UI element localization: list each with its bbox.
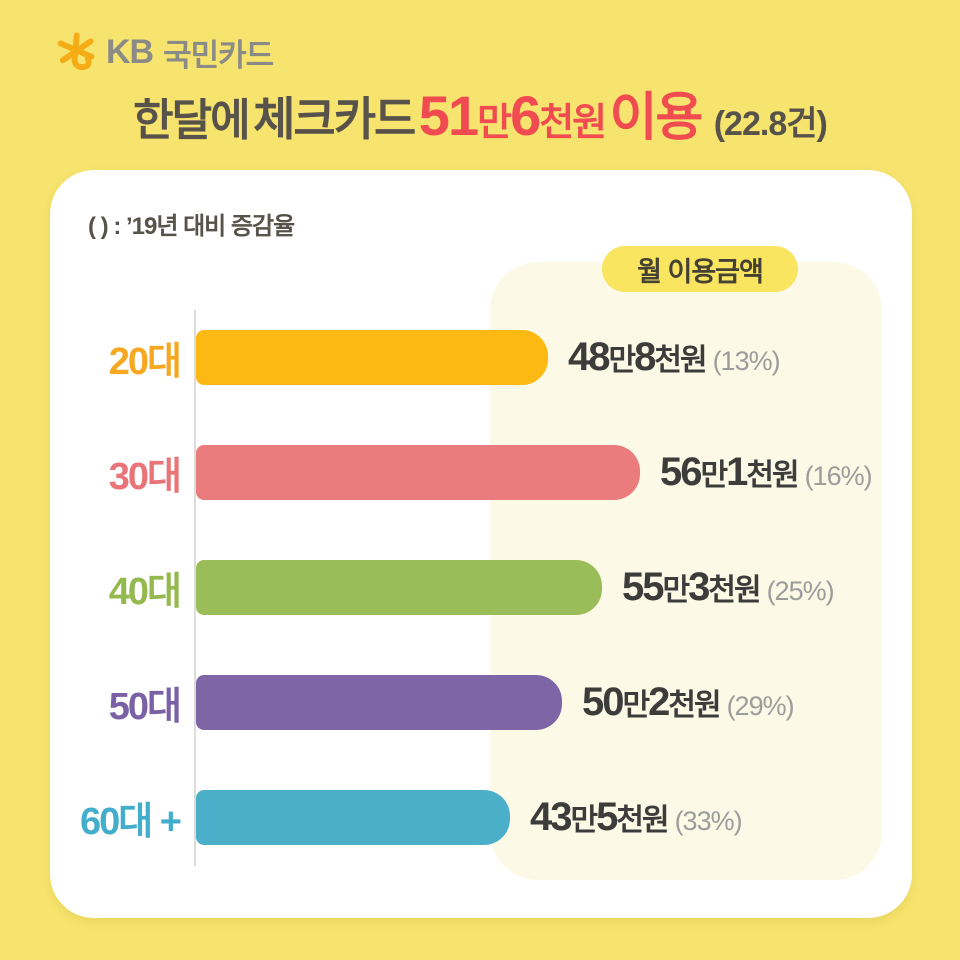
value-label-40s: 55 만 3 천원 (25%) — [622, 565, 835, 610]
value-num2: 2 — [648, 680, 670, 724]
title-part-3: 이용 — [609, 89, 704, 147]
value-pct: (29%) — [726, 691, 795, 721]
chart-axis-line — [194, 310, 196, 866]
value-num2: 8 — [634, 335, 656, 379]
value-num1: 48 — [568, 335, 610, 379]
title-part-2: 체크카드 — [253, 93, 416, 145]
category-label-60s-plus: 60대 + — [80, 801, 182, 843]
category-label-30s: 30대 — [108, 456, 182, 498]
title-amount-num1: 51 — [418, 84, 479, 147]
title-amount-num2: 6 — [510, 84, 541, 147]
title-count-suffix: (22.8건) — [713, 105, 828, 143]
value-unit1: 만 — [622, 689, 651, 722]
bar-row-30s: 56 만 1 천원 (16%) — [196, 445, 906, 500]
category-label-50s: 50대 — [108, 686, 182, 728]
value-num1: 50 — [582, 680, 624, 724]
value-pct: (16%) — [804, 461, 873, 491]
category-label-20s: 20대 — [108, 341, 182, 383]
bar-row-60s-plus: 43 만 5 천원 (33%) — [196, 790, 906, 845]
value-label-30s: 56 만 1 천원 (16%) — [660, 450, 873, 495]
value-num1: 56 — [660, 450, 702, 494]
value-num2: 1 — [726, 450, 748, 494]
value-unit2: 천원 — [616, 804, 669, 837]
title-part-1: 한달에 — [133, 96, 250, 145]
legend-badge: 월 이용금액 — [602, 246, 798, 292]
bar-row-50s: 50 만 2 천원 (29%) — [196, 675, 906, 730]
value-pct: (25%) — [766, 576, 835, 606]
page-title: 한달에 체크카드 51만6천원 이용 (22.8건) — [0, 86, 960, 161]
value-unit1: 만 — [662, 574, 691, 607]
bar-60s-plus — [196, 790, 510, 845]
value-unit2: 천원 — [654, 344, 707, 377]
bar-row-40s: 55 만 3 천원 (25%) — [196, 560, 906, 615]
bar-30s — [196, 445, 640, 500]
bar-50s — [196, 675, 562, 730]
value-unit2: 천원 — [708, 574, 761, 607]
category-label-40s: 40대 — [108, 571, 182, 613]
value-label-50s: 50 만 2 천원 (29%) — [582, 680, 795, 725]
logo-brand-text: KB — [106, 33, 154, 71]
title-amount-unit2: 천원 — [539, 102, 607, 144]
chart-card: ( ) : ’19년 대비 증감율 월 이용금액 20대 48 만 8 천원 (13%)… — [50, 170, 912, 918]
title-amount-unit1: 만 — [477, 102, 512, 144]
logo-name-text: 국민카드 — [163, 38, 274, 73]
value-num2: 3 — [688, 565, 710, 609]
value-num2: 5 — [596, 795, 618, 839]
value-label-20s: 48 만 8 천원 (13%) — [568, 335, 781, 380]
chart-note: ( ) : ’19년 대비 증감율 — [88, 213, 295, 240]
value-unit2: 천원 — [668, 689, 721, 722]
kb-logo: KB 국민카드 — [54, 30, 274, 75]
value-unit1: 만 — [700, 459, 729, 492]
value-unit2: 천원 — [746, 459, 799, 492]
kb-star-icon — [54, 31, 98, 75]
value-label-60s-plus: 43 만 5 천원 (33%) — [530, 795, 743, 840]
value-unit1: 만 — [570, 804, 599, 837]
value-unit1: 만 — [608, 344, 637, 377]
value-num1: 43 — [530, 795, 572, 839]
bar-40s — [196, 560, 602, 615]
value-num1: 55 — [622, 565, 664, 609]
value-pct: (13%) — [712, 346, 781, 376]
bar-row-20s: 48 만 8 천원 (13%) — [196, 330, 906, 385]
value-pct: (33%) — [674, 806, 743, 836]
bar-20s — [196, 330, 548, 385]
